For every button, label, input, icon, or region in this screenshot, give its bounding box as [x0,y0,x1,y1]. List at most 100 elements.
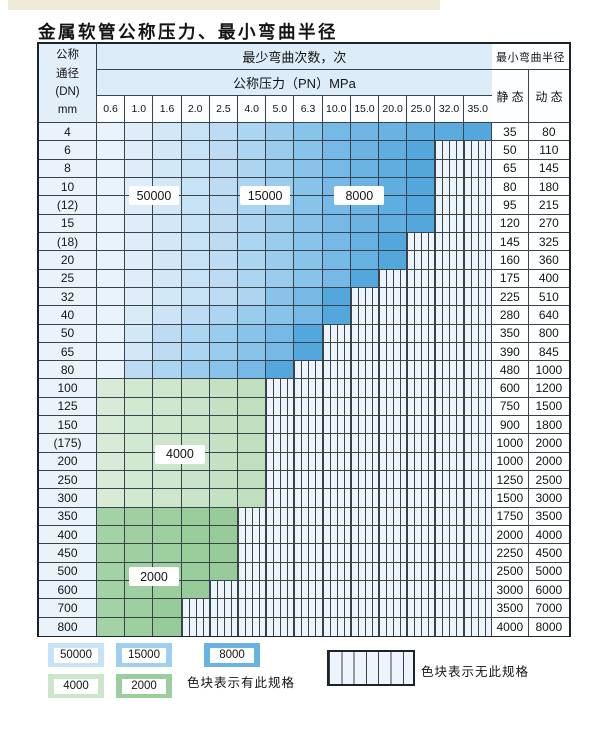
spec-cell [322,159,351,178]
no-spec-cell [379,361,408,380]
dn-cell: 400 [39,526,97,545]
dn-cell: 100 [39,379,97,398]
dn-cell: 80 [39,361,97,380]
spec-cell [97,544,126,563]
spec-cell [181,379,210,398]
spec-cell [238,489,267,508]
no-spec-cell [463,599,492,618]
no-spec-cell [435,196,464,215]
no-spec-cell [322,397,351,417]
dynamic-radius-cell: 2000 [528,434,569,453]
no-spec-cell [435,617,464,636]
table-header: 公称 通径 (DN) mm 最少弯曲次数，次 公称压力（PN）MPa 0.6 1.0 1.… [39,44,569,123]
no-spec-cell [266,581,295,600]
no-spec-cell [379,434,408,453]
radius-header-block: 最小弯曲半径 静 态 动 态 [492,44,569,122]
legend-swatch-2000: 2000 [116,674,172,698]
dynamic-radius-cell: 1000 [528,361,569,380]
no-spec-cell [463,251,492,270]
spec-cell [97,397,126,417]
spec-cell [322,141,351,160]
spec-cell [266,306,295,325]
spec-cell [97,287,126,307]
dn-cell: 50 [39,324,97,343]
no-spec-cell [435,526,464,545]
spec-cell [322,306,351,325]
no-spec-cell [435,269,464,288]
static-radius-cell: 480 [491,361,529,380]
dn-cell: 250 [39,471,97,490]
no-spec-cell [322,507,351,527]
legend-swatch-4000: 4000 [48,674,104,698]
spec-cell [266,232,295,252]
spec-cell [209,141,239,160]
no-spec-cell [379,489,408,508]
no-spec-cell [463,507,492,527]
static-radius-cell: 2000 [491,526,529,545]
no-spec-cell [379,581,408,600]
spec-cell [181,507,210,527]
spec-cell [125,452,154,472]
no-spec-cell [407,434,436,453]
no-spec-cell [463,306,492,325]
dn-cell: 600 [39,581,97,600]
dynamic-radius-cell: 7000 [528,599,569,618]
static-radius-cell: 2500 [491,562,529,582]
dynamic-radius-cell: 510 [528,287,569,307]
spec-cell [153,379,182,398]
spec-cell [238,251,267,270]
spec-cell [294,232,323,252]
no-spec-cell [350,544,380,563]
no-spec-cell [294,434,323,453]
dn-cell: 6 [39,141,97,160]
spec-cell [153,416,182,435]
no-spec-cell [294,562,323,582]
spec-cell [153,324,182,343]
no-spec-cell [435,251,464,270]
no-spec-cell [463,159,492,178]
bend-times-header-block: 最少弯曲次数，次 公称压力（PN）MPa 0.6 1.0 1.6 2.0 2.5 4.0 5… [97,44,492,122]
spec-cell [125,269,154,288]
no-spec-cell [209,581,239,600]
spec-cell [209,526,239,545]
spec-cell [266,141,295,160]
dn-cell: 40 [39,306,97,325]
spec-cell [379,214,408,233]
dn-cell: 200 [39,452,97,472]
spec-cell [209,471,239,490]
spec-cell [266,324,295,343]
has-spec-note: 色块表示有此规格 [187,676,296,690]
spec-cell [181,581,210,600]
no-spec-cell [379,471,408,490]
spec-cell [97,214,126,233]
no-spec-cell [266,452,295,472]
no-spec-cell [407,361,436,380]
no-spec-cell [294,452,323,472]
cycle-region-label: 8000 [334,186,385,206]
spec-cell [266,342,295,362]
no-spec-cell [238,507,267,527]
pressure-tick: 1.0 [125,96,154,122]
static-radius-cell: 160 [491,251,529,270]
no-spec-cell [379,526,408,545]
no-spec-cell [379,324,408,343]
no-spec-cell [294,581,323,600]
spec-cell [97,507,126,527]
no-spec-sample-box [327,650,415,686]
no-spec-cell [435,306,464,325]
spec-cell [125,434,154,453]
static-radius-cell: 95 [491,196,529,215]
spec-cell [181,342,210,362]
spec-cell [125,507,154,527]
spec-cell [209,434,239,453]
spec-cell [181,526,210,545]
spec-cell [153,507,182,527]
no-spec-cell [407,416,436,435]
no-spec-cell [294,526,323,545]
spec-cell [181,196,210,215]
spec-cell [209,452,239,472]
no-spec-cell [379,452,408,472]
spec-cell [153,269,182,288]
no-spec-cell [294,599,323,618]
spec-cell [350,232,380,252]
